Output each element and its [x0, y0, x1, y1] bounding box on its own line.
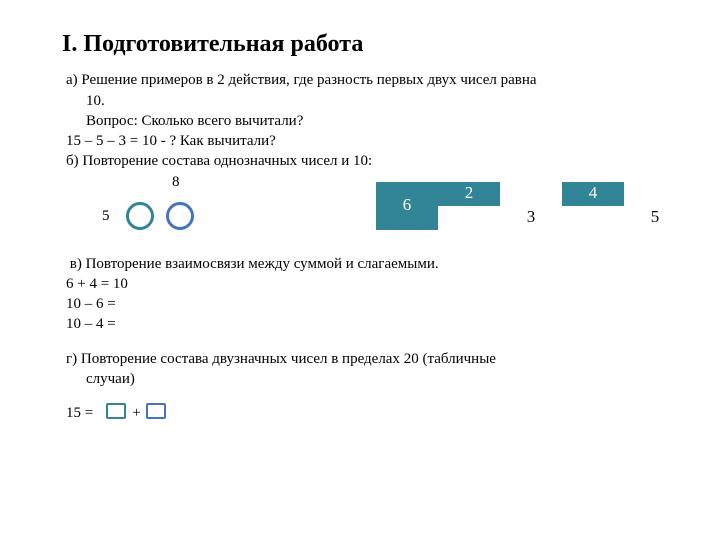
eq-lhs: 15 =: [66, 405, 93, 421]
circle-icon: [126, 202, 154, 230]
section-a-line2: 10.: [66, 91, 658, 111]
number-grid: 6 2 4 3 5: [376, 182, 686, 230]
title: I. Подготовительная работа: [62, 28, 658, 60]
section-v-eq3: 10 – 4 =: [66, 314, 658, 334]
grid-bot-2: 5: [624, 206, 686, 230]
root-label: 8: [172, 172, 180, 192]
diagram-row: 8 5 6 2 4 3 5: [66, 174, 658, 244]
grid-top-2: 4: [562, 182, 624, 206]
section-g-line2: случаи): [66, 369, 658, 389]
grid-top-blank-1: [500, 182, 562, 206]
section-g-line1: г) Повторение состава двузначных чисел в…: [66, 349, 658, 369]
section-g-eq: 15 = +: [66, 403, 658, 423]
section-a-line4: 15 – 5 – 3 = 10 - ? Как вычитали?: [66, 131, 658, 151]
section-b-line1: б) Повторение состава однозначных чисел …: [66, 151, 658, 171]
leaf-label: 5: [102, 206, 110, 226]
grid-top-1: 2: [438, 182, 500, 206]
section-v-eq1: 6 + 4 = 10: [66, 274, 658, 294]
grid-top-blank-2: [624, 182, 686, 206]
grid-bot-blank-1: [438, 206, 500, 230]
plus: +: [132, 405, 140, 421]
grid-bot-1: 3: [500, 206, 562, 230]
tree-diagram: 8 5: [96, 174, 256, 244]
section-a-line1: а) Решение примеров в 2 действия, где ра…: [66, 70, 658, 90]
circle-icon: [166, 202, 194, 230]
grid-bot-blank-2: [562, 206, 624, 230]
square-icon: [146, 403, 166, 419]
section-a-line3: Вопрос: Сколько всего вычитали?: [66, 111, 658, 131]
section-v-line1: в) Повторение взаимосвязи между суммой и…: [66, 254, 658, 274]
content: а) Решение примеров в 2 действия, где ра…: [66, 70, 658, 423]
square-icon: [106, 403, 126, 419]
section-v-eq2: 10 – 6 =: [66, 294, 658, 314]
grid-six: 6: [376, 182, 438, 230]
